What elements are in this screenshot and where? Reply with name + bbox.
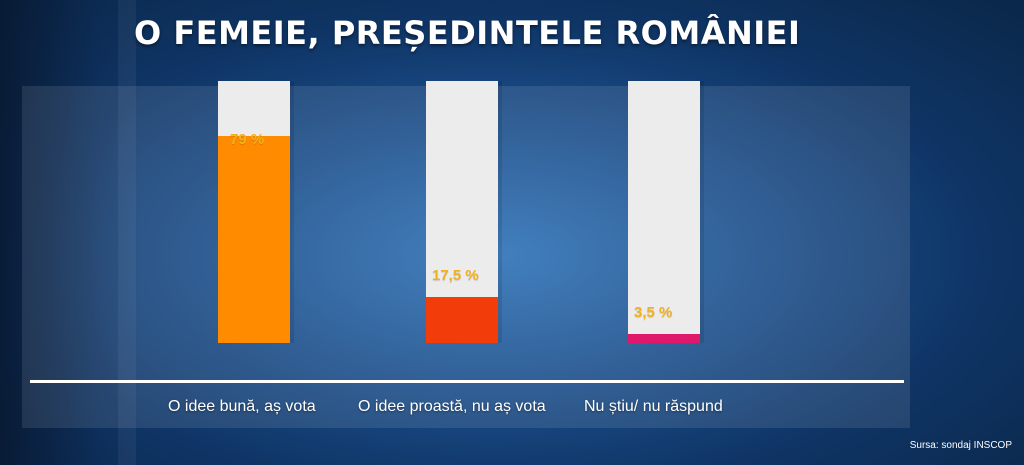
bar-track-2 [628, 81, 700, 343]
bar-track-0 [218, 81, 290, 343]
chart-panel: 79 % 17,5 % 3,5 % [22, 81, 910, 428]
background-stripe [118, 0, 136, 465]
bar-fill-2 [628, 333, 700, 343]
background-shade [0, 0, 140, 465]
bar-track-1 [426, 81, 498, 343]
bar-fill-1 [426, 297, 498, 343]
bar-value-label-2: 3,5 % [634, 303, 673, 321]
chart-baseline [30, 380, 904, 383]
chart-title: O FEMEIE, PREȘEDINTELE ROMÂNIEI [134, 14, 801, 52]
bar-value-label-0: 79 % [230, 131, 265, 148]
bar-fill-0 [218, 136, 290, 343]
category-label-1: O idee proastă, nu aș vota [358, 398, 546, 415]
bar-value-label-1: 17,5 % [432, 267, 479, 285]
category-label-2: Nu știu/ nu răspund [584, 398, 723, 415]
source-note: Sursa: sondaj INSCOP [909, 440, 1012, 451]
category-label-0: O idee bună, aș vota [168, 398, 316, 415]
